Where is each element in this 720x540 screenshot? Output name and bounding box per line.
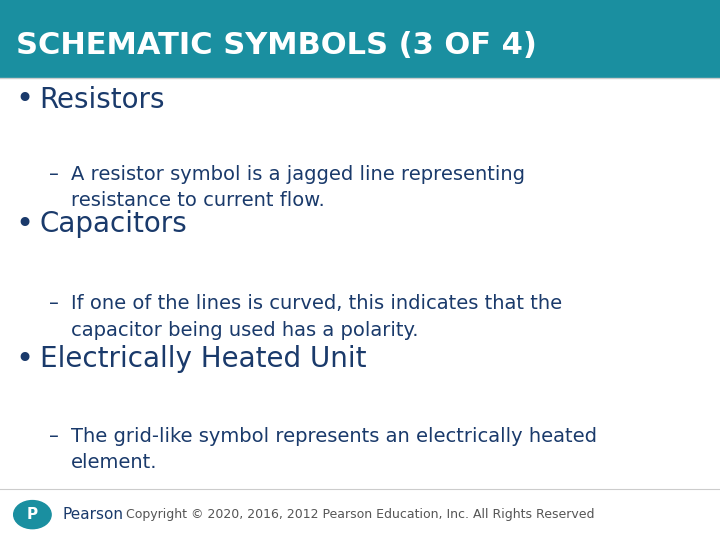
Text: Copyright © 2020, 2016, 2012 Pearson Education, Inc. All Rights Reserved: Copyright © 2020, 2016, 2012 Pearson Edu… bbox=[126, 508, 594, 521]
Text: Capacitors: Capacitors bbox=[40, 210, 187, 238]
Text: –: – bbox=[49, 294, 59, 313]
Circle shape bbox=[14, 501, 51, 529]
Text: Resistors: Resistors bbox=[40, 86, 165, 114]
Text: •: • bbox=[16, 85, 34, 114]
Text: –: – bbox=[49, 427, 59, 446]
FancyBboxPatch shape bbox=[0, 0, 720, 78]
Text: A resistor symbol is a jagged line representing
resistance to current flow.: A resistor symbol is a jagged line repre… bbox=[71, 165, 525, 210]
Text: SCHEMATIC SYMBOLS (3 OF 4): SCHEMATIC SYMBOLS (3 OF 4) bbox=[16, 31, 536, 60]
Text: –: – bbox=[49, 165, 59, 184]
Text: The grid-like symbol represents an electrically heated
element.: The grid-like symbol represents an elect… bbox=[71, 427, 597, 472]
Text: P: P bbox=[27, 507, 38, 522]
Text: Electrically Heated Unit: Electrically Heated Unit bbox=[40, 345, 366, 373]
Text: If one of the lines is curved, this indicates that the
capacitor being used has : If one of the lines is curved, this indi… bbox=[71, 294, 562, 340]
Text: Pearson: Pearson bbox=[63, 507, 124, 522]
Text: •: • bbox=[16, 345, 34, 374]
Text: •: • bbox=[16, 210, 34, 239]
